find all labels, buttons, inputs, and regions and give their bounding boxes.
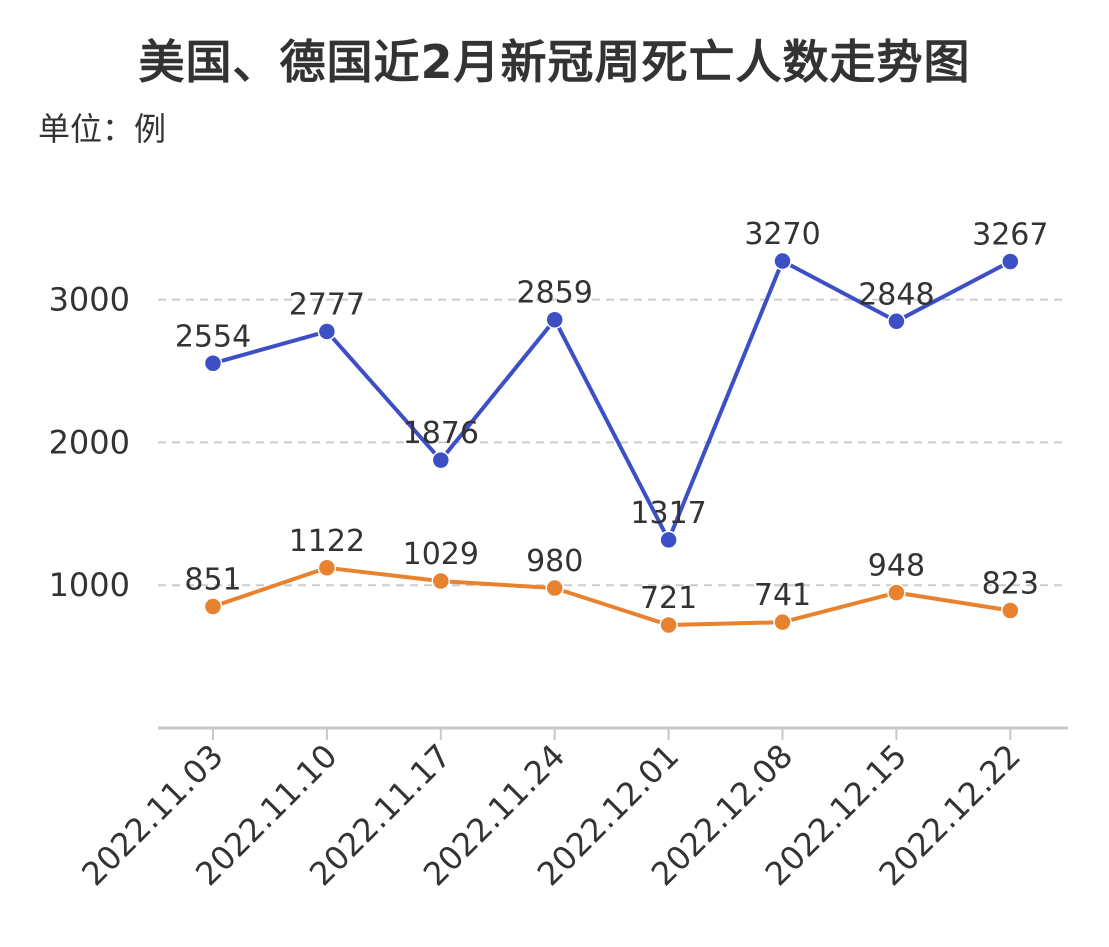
data-point: [317, 558, 337, 578]
y-tick-label: 3000: [49, 281, 130, 319]
data-label: 948: [868, 549, 925, 584]
data-point: [1001, 601, 1020, 620]
data-point: [659, 615, 678, 635]
data-point: [431, 450, 451, 470]
series-line-1: [212, 259, 1012, 542]
data-label: 2554: [175, 319, 251, 354]
data-label: 2859: [517, 276, 593, 311]
data-point: [203, 354, 223, 373]
data-point: [659, 530, 678, 550]
data-point: [545, 310, 564, 329]
data-label: 980: [526, 544, 583, 579]
y-tick-label: 2000: [49, 423, 130, 461]
data-point: [887, 583, 906, 602]
data-label: 1122: [289, 524, 365, 559]
data-label: 1029: [403, 537, 479, 572]
data-label: 2848: [858, 277, 934, 312]
data-label: 3267: [972, 217, 1048, 252]
data-point: [431, 571, 451, 591]
y-tick-label: 1000: [49, 566, 130, 604]
data-point: [1001, 252, 1020, 271]
data-label: 851: [184, 562, 241, 597]
data-label: 1876: [403, 416, 479, 451]
data-label: 2777: [289, 287, 365, 322]
data-label: 1317: [630, 496, 706, 531]
data-point: [887, 312, 906, 331]
data-label: 741: [754, 578, 811, 613]
data-label: 721: [640, 581, 697, 616]
data-point: [203, 597, 223, 616]
data-point: [773, 612, 792, 632]
data-label: 823: [982, 566, 1039, 601]
data-label: 3270: [744, 217, 820, 252]
data-point: [317, 322, 337, 341]
unit-label: 单位：例: [38, 110, 167, 148]
data-point: [773, 251, 792, 271]
data-point: [545, 578, 564, 598]
series-line-2: [212, 565, 1011, 627]
chart-title: 美国、德国近2月新冠周死亡人数走势图: [138, 35, 971, 89]
